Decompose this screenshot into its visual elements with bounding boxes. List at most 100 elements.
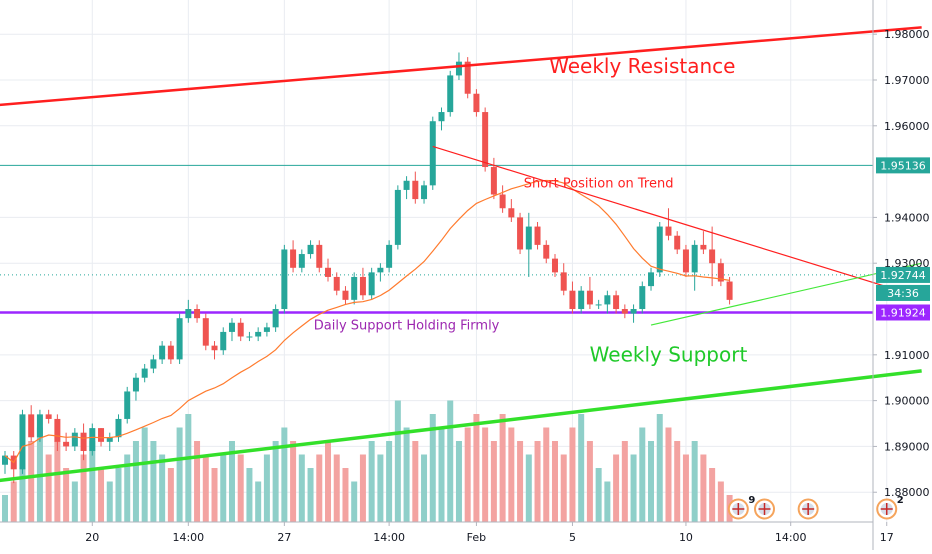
candle-body <box>438 112 445 122</box>
volume-bar <box>630 454 637 522</box>
volume-bar <box>167 468 174 522</box>
candle-body <box>499 194 506 209</box>
volume-bar <box>534 441 541 522</box>
volume-bar <box>298 454 305 522</box>
candle-body <box>665 226 672 236</box>
candle-body <box>351 276 358 300</box>
candle-body <box>54 418 61 442</box>
volume-bar <box>482 427 489 522</box>
time-tick-label: 10 <box>679 531 693 544</box>
candle-body <box>325 267 332 277</box>
volume-bar <box>2 495 8 522</box>
volume-bar <box>595 468 602 522</box>
volume-bar <box>403 427 410 522</box>
candle-body <box>595 304 602 306</box>
candle-body <box>333 276 340 291</box>
candle-body <box>132 377 139 392</box>
volume-bar <box>132 441 139 522</box>
candle-body <box>263 327 270 332</box>
volume-bar <box>386 441 393 522</box>
candle-body <box>228 322 235 332</box>
volume-bar <box>551 441 558 522</box>
volume-bar <box>351 481 358 522</box>
price-tick-label: 1.91000 <box>884 349 930 362</box>
candle-body <box>359 276 366 296</box>
candle-body <box>298 254 305 268</box>
candle-body <box>2 455 8 465</box>
volume-bar <box>377 454 384 522</box>
candle-body <box>237 322 244 337</box>
volume-bar <box>333 454 340 522</box>
volume-bar <box>578 414 585 522</box>
volume-bars <box>2 400 733 522</box>
volume-bar <box>228 441 235 522</box>
time-tick-label: 14:00 <box>172 531 204 544</box>
price-label-box[interactable] <box>876 304 930 321</box>
countdown-box[interactable] <box>876 284 930 301</box>
candle-body <box>176 318 183 360</box>
candle-body <box>377 267 384 273</box>
candle-body <box>185 309 192 319</box>
volume-bar <box>525 454 532 522</box>
volume-bar <box>19 468 26 522</box>
candle-body <box>316 244 323 268</box>
annotations: Weekly Resistance Short Position on Trend… <box>314 54 748 367</box>
candle-body <box>482 112 489 168</box>
volume-bar <box>80 454 87 522</box>
candle-body <box>525 226 532 250</box>
volume-bar <box>220 454 227 522</box>
candle-body <box>648 272 655 287</box>
price-tick-label: 1.98000 <box>884 28 930 41</box>
candle-body <box>403 180 410 190</box>
candle-body <box>28 414 35 438</box>
time-tick-label: 14:00 <box>775 531 807 544</box>
volume-bar <box>124 454 131 522</box>
time-tick-label: Feb <box>467 531 486 544</box>
candle-body <box>560 272 567 291</box>
candle-body <box>386 244 393 268</box>
volume-bar <box>141 427 148 522</box>
volume-bar <box>586 441 593 522</box>
volume-bar <box>464 427 471 522</box>
volume-bar <box>89 441 96 522</box>
candle-body <box>490 167 497 195</box>
volume-bar <box>691 441 698 522</box>
volume-bar <box>202 454 209 522</box>
candle-body <box>508 208 515 218</box>
candle-body <box>106 437 113 442</box>
candle-body <box>141 368 148 378</box>
candle-body <box>447 75 454 113</box>
candle-body <box>36 414 43 438</box>
volume-bar <box>455 441 462 522</box>
candle-body <box>630 309 637 314</box>
candle-body <box>80 432 87 452</box>
candle-body <box>202 318 209 346</box>
candle-body <box>124 391 131 419</box>
annotation-label: Weekly Support <box>590 343 748 367</box>
volume-bar <box>176 427 183 522</box>
volume-bar <box>682 454 689 522</box>
candle-body <box>307 244 314 255</box>
trendlines <box>0 26 922 483</box>
volume-bar <box>648 441 655 522</box>
volume-bar <box>45 454 52 522</box>
time-tick-label: 20 <box>85 531 99 544</box>
price-label-box[interactable] <box>876 266 930 283</box>
candle-body <box>150 359 157 369</box>
volume-bar <box>508 427 515 522</box>
weekly-resistance-line <box>0 26 922 107</box>
volume-bar <box>359 454 366 522</box>
price-axis: 1.880001.890001.900001.910001.930001.940… <box>872 0 930 550</box>
candle-body <box>421 185 428 200</box>
candle-body <box>211 345 218 351</box>
volume-bar <box>438 427 445 522</box>
candle-body <box>726 281 733 300</box>
candle-body <box>534 226 541 245</box>
candle-body <box>656 226 663 273</box>
price-label-box[interactable] <box>876 157 930 174</box>
candle-body <box>368 272 375 296</box>
time-axis: 20 14:00 27 14:00 Feb 5 10 14:00 17 <box>0 521 894 544</box>
candle-body <box>674 235 681 250</box>
